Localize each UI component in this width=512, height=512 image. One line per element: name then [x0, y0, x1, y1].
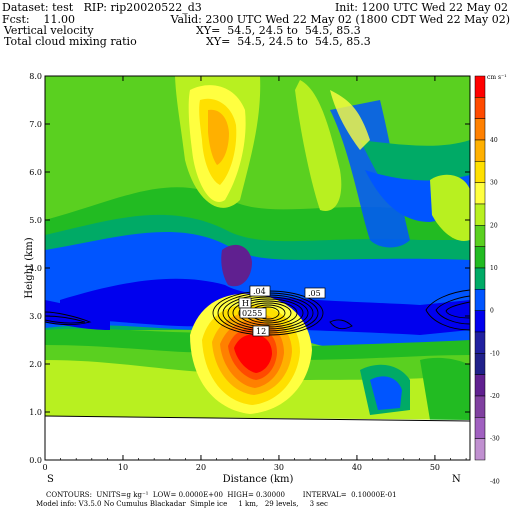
- colorbar-tick-label: -40: [490, 478, 500, 485]
- colorbar-swatch: [474, 438, 486, 461]
- contour-label-box: [252, 325, 270, 337]
- colorbar-swatch: [474, 203, 486, 226]
- colorbar-swatch: [474, 246, 486, 269]
- max-label-H: H: [242, 299, 249, 308]
- colorbar-tick-label: 20: [490, 222, 498, 229]
- y-tick-label: 1.0: [29, 408, 42, 417]
- x-axis-label: Distance (km): [223, 474, 294, 485]
- contour-label-box: [239, 307, 267, 319]
- x-tick-label: 10: [118, 463, 128, 472]
- colorbar-tick-label: 30: [490, 180, 498, 187]
- colorbar-tick-label: 40: [490, 137, 498, 144]
- colorbar-swatch: [474, 182, 486, 205]
- y-tick-label: 6.0: [29, 168, 42, 177]
- colorbar-swatch: [474, 310, 486, 333]
- colorbar-swatch: [474, 353, 486, 375]
- contours-info: CONTOURS: UNITS=g kg⁻¹ LOW= 0.0000E+00 H…: [46, 491, 397, 499]
- colorbar-unit-label: cm s⁻¹: [487, 74, 507, 81]
- x-tick-label: 40: [352, 463, 362, 472]
- colorbar-swatch: [474, 267, 486, 290]
- colorbar-swatch: [474, 225, 486, 247]
- x-tick-label: 0: [42, 463, 47, 472]
- colorbar-tick-label: -10: [490, 350, 500, 357]
- contour-label-05: .05: [308, 289, 321, 298]
- x-tick-label: 50: [430, 463, 440, 472]
- y-tick-label: 8.0: [29, 72, 42, 81]
- y-tick-label: 3.0: [29, 312, 42, 321]
- contour-label-04: .04: [253, 287, 266, 296]
- y-axis: 0.0 1.0 2.0 3.0 4.0 5.0 6.0 7.0 8.0: [29, 72, 470, 465]
- x-axis: 0 10 20 30 40 50: [42, 76, 467, 472]
- colorbar-tick-label: 10: [490, 265, 498, 272]
- contour-label-12: 12: [256, 327, 266, 336]
- contour-labels: .04 .05 H 0255 12: [238, 285, 326, 337]
- model-info: Model info: V3.5.0 No Cumulus Blackadar …: [36, 500, 328, 508]
- max-value-label: 0255: [242, 309, 262, 318]
- colorbar-tick-label: 0: [490, 308, 494, 315]
- field1-xy: XY= 54.5, 24.5 to 54.5, 85.3: [196, 24, 361, 37]
- colorbar-swatch: [474, 289, 486, 311]
- colorbar-tick-label: -20: [490, 393, 500, 400]
- colorbar-swatch: [474, 139, 486, 162]
- colorbar-swatch: [474, 395, 486, 418]
- y-tick-label: 5.0: [29, 216, 42, 225]
- field2-name: Total cloud mixing ratio: [4, 35, 137, 48]
- dataset-line: Dataset: test RIP: rip20020522_d3: [2, 1, 202, 14]
- x-end-label-south: S: [47, 474, 54, 485]
- colorbar-swatch: [474, 97, 486, 119]
- y-tick-label: 2.0: [29, 360, 42, 369]
- colorbar-swatch: [474, 161, 486, 183]
- y-axis-label: Height (km): [24, 237, 35, 298]
- fcst-line: Fcst: 11.00: [2, 13, 76, 26]
- colorbar: [474, 75, 486, 461]
- colorbar-swatch: [474, 331, 486, 354]
- contour-label-box: [249, 285, 271, 297]
- x-end-label-north: N: [452, 474, 461, 485]
- colorbar-swatch: [474, 118, 486, 141]
- velocity-field: [45, 76, 470, 460]
- colorbar-tick-label: -30: [490, 436, 500, 443]
- colorbar-swatch: [474, 75, 486, 98]
- colorbar-swatch: [474, 417, 486, 439]
- y-tick-label: 7.0: [29, 120, 42, 129]
- y-tick-label: 4.0: [29, 264, 42, 273]
- contour-label-box: [304, 287, 326, 299]
- field2-xy: XY= 54.5, 24.5 to 54.5, 85.3: [206, 35, 371, 48]
- valid-line: Valid: 2300 UTC Wed 22 May 02 (1800 CDT …: [170, 13, 510, 26]
- field1-name: Vertical velocity: [4, 24, 94, 37]
- x-tick-label: 20: [196, 463, 206, 472]
- y-tick-label: 0.0: [29, 456, 42, 465]
- terrain-line: [44, 415, 471, 422]
- colorbar-swatch: [474, 374, 486, 397]
- x-tick-label: 30: [274, 463, 284, 472]
- init-line: Init: 1200 UTC Wed 22 May 02: [334, 1, 508, 14]
